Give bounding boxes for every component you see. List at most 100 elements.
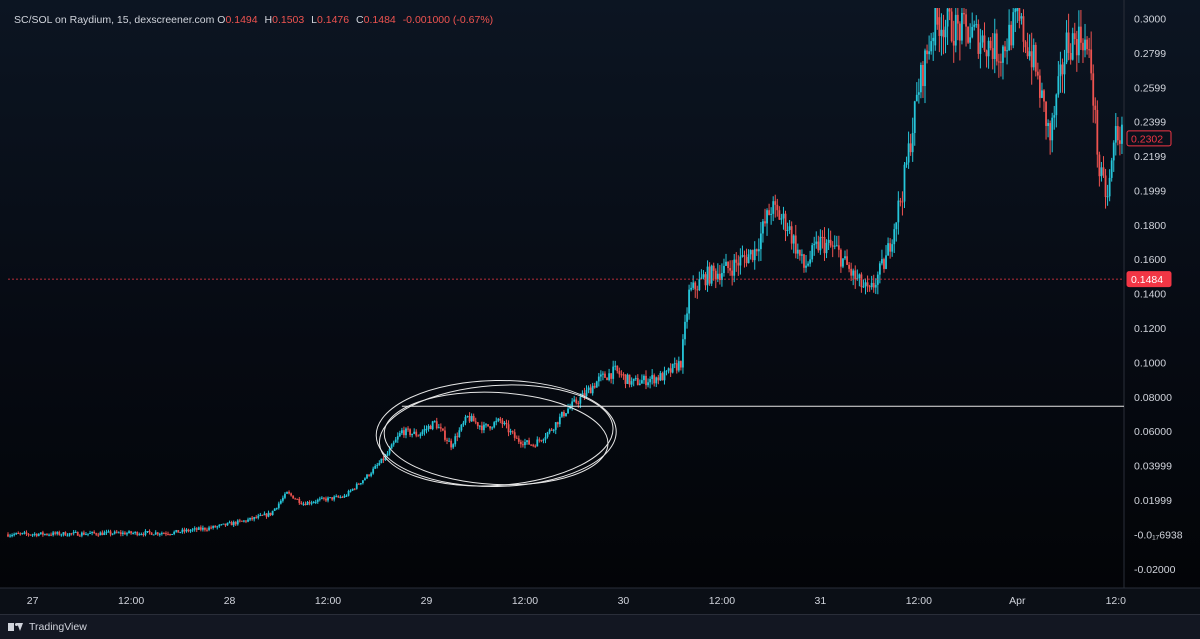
candle-down	[288, 491, 290, 494]
candle-down	[729, 268, 732, 271]
candle-up	[1084, 39, 1086, 51]
y-tick-label: 0.06000	[1134, 426, 1172, 438]
candle-down	[528, 440, 530, 445]
candle-up	[160, 533, 163, 535]
candle-down	[519, 441, 522, 445]
candle-down	[382, 458, 385, 461]
candle-down	[19, 533, 22, 535]
last-price-tag-text: 0.1484	[1131, 274, 1163, 286]
x-tick-label: Apr	[1009, 595, 1026, 607]
candle-up	[542, 439, 545, 441]
candle-up	[560, 411, 563, 417]
candle-up	[1100, 167, 1103, 177]
candle-up	[380, 458, 383, 464]
candle-up	[306, 501, 309, 506]
candle-down	[27, 533, 30, 535]
close-value: 0.1484	[363, 14, 396, 26]
candle-down	[661, 373, 664, 381]
candle-down	[708, 266, 711, 284]
candle-up	[706, 266, 709, 286]
candle-down	[1118, 140, 1121, 144]
candle-down	[1096, 109, 1099, 155]
candle-up	[788, 226, 791, 230]
tradingview-logo[interactable]: TradingView	[8, 621, 87, 633]
candle-up	[815, 241, 818, 244]
candle-down	[653, 375, 656, 384]
candle-up	[961, 12, 963, 41]
candle-down	[965, 14, 967, 27]
candle-up	[388, 448, 391, 454]
candle-up	[864, 282, 867, 287]
candle-down	[136, 531, 139, 535]
candle-up	[433, 421, 436, 423]
candle-down	[487, 424, 489, 427]
candle-up	[466, 416, 469, 418]
candle-up	[1106, 196, 1109, 198]
candle-up	[398, 433, 401, 437]
candle-up	[362, 480, 364, 484]
candle-up	[710, 265, 713, 284]
candle-down	[610, 373, 613, 379]
y-tick-label: 0.01999	[1134, 495, 1172, 507]
candle-down	[442, 428, 444, 431]
candle-up	[700, 277, 703, 280]
candle-up	[698, 279, 701, 291]
candle-down	[694, 282, 697, 290]
candle-up	[993, 33, 996, 59]
candle-down	[142, 534, 145, 536]
candle-up	[807, 263, 809, 266]
candle-down	[866, 282, 869, 287]
candle-down	[942, 29, 945, 38]
x-tick-label: 27	[27, 595, 39, 607]
candle-down	[938, 17, 941, 36]
candle-down	[513, 432, 516, 438]
candle-up	[608, 373, 610, 381]
candle-up	[690, 287, 693, 290]
candle-down	[768, 210, 770, 215]
candle-up	[1108, 177, 1111, 197]
candle-up	[56, 532, 59, 534]
candle-up	[688, 289, 690, 314]
candle-down	[298, 498, 301, 503]
candle-up	[614, 365, 617, 367]
candle-up	[52, 532, 55, 536]
candle-up	[647, 382, 649, 386]
candle-down	[29, 534, 32, 536]
candle-down	[109, 531, 112, 535]
candle-up	[189, 530, 192, 532]
candle-down	[926, 50, 928, 55]
candle-up	[1032, 44, 1035, 68]
candle-up	[641, 380, 643, 384]
candle-up	[107, 531, 110, 533]
hand-drawn-ellipse	[383, 391, 609, 486]
candle-down	[1038, 75, 1041, 98]
candle-down	[839, 249, 842, 267]
candle-down	[821, 236, 824, 238]
candle-up	[372, 468, 375, 474]
candle-down	[550, 429, 553, 431]
candle-up	[105, 531, 108, 533]
tradingview-logo-icon	[8, 622, 24, 632]
candle-up	[565, 413, 567, 417]
candle-up	[158, 533, 161, 535]
candlestick-chart[interactable]: 0.3000 0.2799 0.2599 0.2399 0.2199 0.1999 0.18…	[0, 0, 1200, 614]
candle-down	[446, 439, 448, 441]
candle-down	[743, 255, 746, 257]
candle-up	[842, 258, 844, 267]
candle-up	[667, 368, 670, 371]
candle-up	[263, 513, 266, 516]
candle-up	[733, 259, 736, 276]
candle-down	[616, 365, 619, 372]
candle-up	[197, 527, 200, 530]
candle-up	[126, 533, 128, 535]
candle-down	[124, 532, 126, 535]
candle-down	[950, 11, 953, 41]
candle-down	[54, 532, 57, 534]
candles-group	[7, 8, 1123, 538]
y-tick-label: 0.2799	[1134, 48, 1166, 60]
candle-up	[146, 531, 149, 533]
candle-up	[782, 213, 785, 219]
candle-up	[1121, 124, 1123, 144]
candle-up	[649, 378, 652, 383]
